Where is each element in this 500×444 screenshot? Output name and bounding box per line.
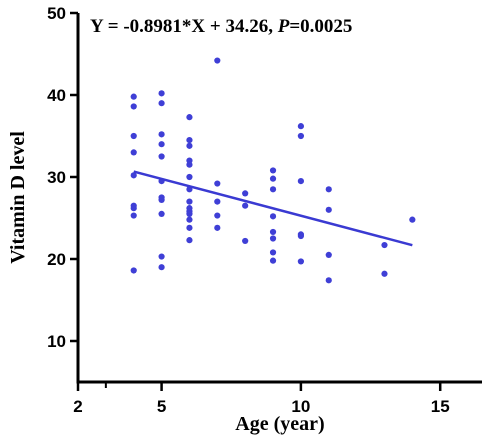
data-point: [158, 100, 165, 107]
p-value: =0.0025: [289, 16, 352, 37]
data-point: [186, 224, 193, 231]
data-point: [186, 161, 193, 168]
data-point: [186, 210, 193, 217]
data-point: [130, 93, 137, 100]
data-point: [269, 175, 277, 182]
data-point: [130, 172, 137, 179]
y-tick-label: 30: [47, 168, 66, 187]
data-point: [297, 232, 304, 240]
y-tick-label: 10: [47, 332, 66, 351]
axes: 10 20 30 40 50 2 5 10 15: [47, 4, 482, 416]
x-tick-label: 15: [431, 397, 450, 416]
data-point: [130, 132, 137, 140]
data-point: [325, 186, 332, 193]
data-point: [269, 249, 277, 256]
data-point: [158, 153, 165, 160]
data-point: [186, 137, 193, 144]
y-axis-title: Vitamin D level: [7, 131, 29, 264]
data-point: [130, 149, 137, 156]
x-tick-label: 2: [73, 397, 82, 416]
p-symbol: P: [277, 16, 290, 37]
data-point: [297, 123, 304, 130]
data-point: [158, 264, 165, 271]
labels: Age (year) Vitamin D level Y = -0.8981*X +…: [7, 16, 352, 435]
data-point: [325, 206, 332, 213]
data-point: [158, 210, 165, 217]
regression-equation: Y = -0.8981*X + 34.26, P=0.0025: [90, 16, 352, 37]
data-point: [158, 131, 165, 138]
data-point: [214, 180, 221, 187]
data-point: [269, 213, 277, 220]
data-point: [297, 132, 304, 140]
data-point: [158, 90, 165, 97]
y-tick-label: 50: [47, 4, 66, 23]
data-point: [158, 253, 165, 260]
data-point: [381, 241, 388, 249]
data-point: [381, 270, 388, 277]
data-point: [186, 114, 193, 121]
data-point: [158, 196, 165, 204]
data-point: [269, 228, 277, 236]
data-point: [130, 205, 137, 212]
data-point: [297, 258, 304, 265]
data-point: [269, 257, 277, 264]
data-point: [214, 198, 221, 205]
y-tick-label: 20: [47, 250, 66, 269]
data-point: [158, 141, 165, 148]
data-point: [186, 142, 193, 149]
y-tick-label: 40: [47, 86, 66, 105]
data-point: [269, 167, 277, 174]
equation-text: Y = -0.8981*X + 34.26,: [90, 16, 278, 37]
data-point: [186, 198, 193, 205]
data-point: [297, 178, 304, 185]
x-tick-label: 10: [291, 397, 310, 416]
data-point: [409, 216, 416, 223]
data-points: [130, 57, 416, 284]
data-point: [186, 237, 193, 244]
data-point: [214, 212, 221, 219]
data-point: [130, 267, 137, 274]
regression-line: [133, 170, 413, 247]
x-tick-label: 5: [157, 397, 166, 416]
data-point: [130, 103, 137, 110]
data-point: [242, 190, 249, 197]
data-point: [186, 173, 193, 181]
data-point: [242, 202, 249, 209]
data-point: [269, 186, 277, 193]
regression-line-group: [133, 170, 413, 247]
x-axis-title: Age (year): [235, 413, 324, 435]
data-point: [325, 251, 332, 258]
data-point: [130, 212, 137, 219]
data-point: [269, 235, 277, 242]
data-point: [186, 216, 193, 223]
data-point: [325, 277, 332, 284]
data-point: [214, 57, 221, 64]
data-point: [214, 224, 221, 231]
data-point: [242, 237, 249, 245]
